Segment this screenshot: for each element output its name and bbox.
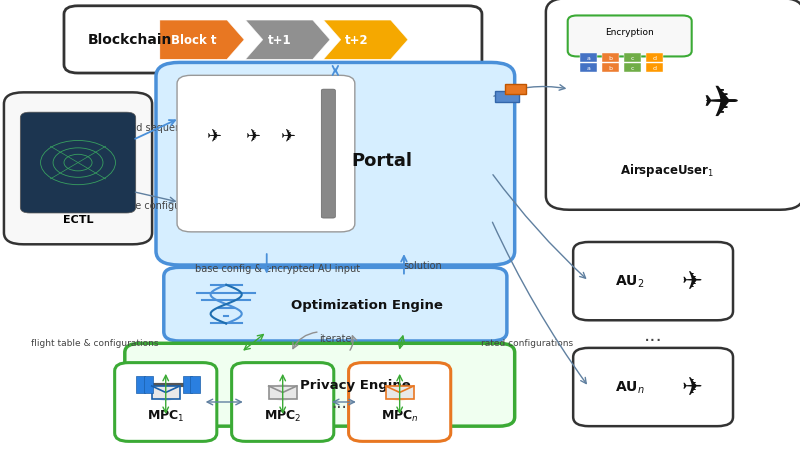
Text: Encryption: Encryption [606,28,654,37]
Bar [580,64,598,73]
FancyBboxPatch shape [125,344,514,426]
Circle shape [270,385,296,400]
Text: d: d [652,56,656,61]
Text: ✈: ✈ [681,375,702,399]
Text: d: d [652,66,656,71]
Text: base config & encrypted AU input: base config & encrypted AU input [195,263,360,273]
Text: rated configurations: rated configurations [481,338,574,347]
Bar [505,85,526,95]
Circle shape [386,385,413,400]
Text: Optimization Engine: Optimization Engine [290,298,442,311]
Text: ECTL: ECTL [62,215,94,225]
Text: MPC$_{1}$: MPC$_{1}$ [147,408,185,423]
Text: Portal: Portal [352,152,413,170]
Text: MPC$_{n}$: MPC$_{n}$ [381,408,418,423]
Text: Block t: Block t [170,34,216,47]
Text: MPC$_{2}$: MPC$_{2}$ [264,408,302,423]
Text: Blockchain: Blockchain [87,33,172,47]
FancyBboxPatch shape [177,76,355,232]
Text: ✈: ✈ [281,129,296,146]
Text: ...: ... [331,393,347,411]
Polygon shape [246,21,330,60]
Polygon shape [160,21,244,60]
Text: AU$_2$: AU$_2$ [615,273,645,290]
FancyBboxPatch shape [4,93,152,245]
Bar [136,376,145,393]
FancyBboxPatch shape [349,363,450,441]
Text: validate configuration: validate configuration [102,200,210,210]
Bar [386,386,414,399]
Text: ✈: ✈ [681,269,702,294]
FancyBboxPatch shape [322,90,335,219]
Text: solution: solution [403,260,442,270]
Bar [269,386,297,399]
Text: flight table & configurations: flight table & configurations [31,338,158,347]
Bar [624,54,641,63]
FancyBboxPatch shape [164,268,507,341]
Text: b: b [609,66,613,71]
Bar [646,54,663,63]
Bar [602,64,619,73]
Text: AU$_n$: AU$_n$ [615,379,645,395]
Bar [152,386,180,399]
FancyBboxPatch shape [156,63,514,265]
Bar [624,64,641,73]
Circle shape [153,385,179,400]
Bar [646,64,663,73]
Text: b: b [609,56,613,61]
Text: a: a [587,66,590,71]
FancyBboxPatch shape [568,16,692,57]
Bar [495,92,518,103]
FancyBboxPatch shape [64,7,482,74]
Bar [182,376,192,393]
FancyBboxPatch shape [232,363,334,441]
FancyBboxPatch shape [114,363,217,441]
FancyBboxPatch shape [546,0,800,210]
Bar [602,54,619,63]
Bar [143,376,153,393]
Text: c: c [630,66,634,71]
FancyBboxPatch shape [573,243,733,320]
Polygon shape [324,21,408,60]
Text: iterate: iterate [319,333,351,343]
Bar [580,54,598,63]
FancyBboxPatch shape [573,348,733,426]
Text: ✈: ✈ [207,129,222,146]
Text: ✈: ✈ [702,83,739,126]
Text: t+2: t+2 [346,34,369,47]
Text: t+1: t+1 [267,34,291,47]
Text: a: a [587,56,590,61]
Text: c: c [630,56,634,61]
Text: ...: ... [644,325,662,344]
FancyBboxPatch shape [20,113,136,213]
Text: valid sequence: valid sequence [119,122,193,132]
Text: ✈: ✈ [246,129,261,146]
Bar [190,376,200,393]
Text: Privacy Engine: Privacy Engine [300,378,411,391]
Text: AirspaceUser$_1$: AirspaceUser$_1$ [620,161,714,178]
